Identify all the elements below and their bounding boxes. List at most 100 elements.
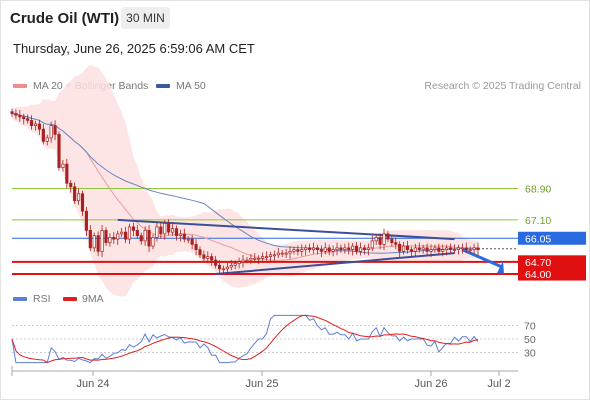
candle-body bbox=[61, 163, 65, 168]
candle-body bbox=[261, 256, 265, 259]
candle-body bbox=[276, 252, 280, 256]
forecast-arrow-head bbox=[497, 260, 504, 275]
candle-body bbox=[104, 230, 108, 243]
candle-body bbox=[378, 237, 382, 245]
candle-body bbox=[358, 247, 363, 252]
candle-body bbox=[268, 254, 273, 257]
level-label-66.05: 66.05 bbox=[525, 233, 551, 245]
candle-body bbox=[319, 249, 323, 252]
candle-body bbox=[127, 226, 132, 240]
x-tick-label: Jul 2 bbox=[487, 378, 510, 390]
candle-body bbox=[315, 247, 320, 250]
candle-body bbox=[374, 237, 378, 242]
candle-body bbox=[233, 263, 237, 266]
candle-body bbox=[14, 113, 18, 116]
candle-body bbox=[308, 247, 312, 250]
candle-body bbox=[409, 249, 413, 252]
candle-body bbox=[131, 226, 135, 231]
candle-body bbox=[304, 247, 308, 250]
candle-body bbox=[155, 226, 159, 238]
candle-body bbox=[217, 264, 222, 270]
candle-body bbox=[347, 247, 351, 250]
candle-body bbox=[245, 259, 249, 262]
candle-body bbox=[445, 247, 449, 250]
candle-body bbox=[53, 125, 57, 135]
candle-body bbox=[417, 247, 421, 250]
rsi-tick-30: 30 bbox=[524, 348, 536, 360]
candle-body bbox=[386, 233, 390, 240]
level-label-67.10: 67.10 bbox=[525, 215, 551, 227]
candle-body bbox=[229, 264, 233, 268]
candle-body bbox=[10, 111, 14, 114]
candle-body bbox=[468, 249, 472, 251]
candle-body bbox=[170, 228, 175, 233]
candle-body bbox=[472, 247, 476, 250]
candle-body bbox=[425, 247, 429, 252]
candle-body bbox=[120, 231, 124, 235]
candle-body bbox=[331, 249, 335, 252]
candle-body bbox=[112, 237, 116, 240]
candle-body bbox=[257, 257, 261, 260]
candle-body bbox=[456, 247, 460, 250]
instrument-title: Crude Oil (WTI) bbox=[10, 10, 120, 27]
candle-body bbox=[206, 256, 210, 259]
candle-body bbox=[351, 245, 355, 250]
candle-body bbox=[311, 247, 316, 250]
candle-body bbox=[437, 247, 441, 252]
x-tick-label: Jun 25 bbox=[245, 378, 278, 390]
ma50-line bbox=[11, 113, 478, 254]
level-label-68.90: 68.90 bbox=[525, 184, 551, 196]
candle-body bbox=[464, 247, 468, 250]
candle-body bbox=[296, 249, 300, 252]
candle-body bbox=[370, 240, 374, 249]
candle-body bbox=[73, 186, 77, 202]
candle-body bbox=[159, 226, 163, 235]
x-tick-label: Jun 26 bbox=[414, 378, 447, 390]
candle-body bbox=[335, 247, 339, 250]
candle-body bbox=[343, 247, 347, 250]
level-label-64.00: 64.00 bbox=[525, 269, 551, 281]
candle-body bbox=[210, 256, 214, 261]
candle-body bbox=[30, 120, 34, 127]
candle-body bbox=[186, 238, 190, 241]
level-label-64.70: 64.70 bbox=[525, 257, 551, 269]
rsi-ma-line bbox=[11, 314, 479, 364]
candles bbox=[10, 108, 480, 275]
candle-body bbox=[288, 250, 292, 254]
candle-body bbox=[96, 235, 100, 252]
ma50-legend-label: MA 50 bbox=[176, 80, 206, 92]
candle-body bbox=[147, 230, 151, 247]
candle-body bbox=[202, 254, 206, 259]
candle-body bbox=[476, 247, 480, 250]
candle-body bbox=[41, 128, 45, 142]
candle-body bbox=[221, 268, 226, 271]
ma50-legend-swatch bbox=[156, 84, 170, 88]
candle-body bbox=[163, 223, 167, 235]
candle-body bbox=[429, 249, 433, 252]
candle-body bbox=[253, 257, 257, 260]
candle-body bbox=[190, 238, 194, 245]
candle-body bbox=[80, 193, 85, 212]
candle-body bbox=[237, 261, 241, 264]
candle-body bbox=[22, 116, 26, 120]
candle-body bbox=[57, 134, 61, 168]
level-tag-66.05 bbox=[518, 231, 586, 245]
candle-body bbox=[452, 249, 457, 251]
candle-body bbox=[123, 231, 128, 240]
trend-channel bbox=[117, 218, 504, 276]
timeframe-button[interactable]: 30 MIN bbox=[121, 7, 170, 29]
candle-body bbox=[194, 244, 198, 250]
chart-datetime: Thursday, June 26, 2025 6:59:06 AM CET bbox=[13, 41, 255, 56]
candle-body bbox=[33, 123, 38, 127]
candle-body bbox=[182, 233, 186, 240]
candle-body bbox=[362, 247, 367, 250]
candle-body bbox=[366, 247, 370, 250]
candle-body bbox=[272, 254, 276, 257]
candle-body bbox=[249, 257, 253, 261]
rsi-line bbox=[11, 314, 479, 364]
candle-body bbox=[151, 237, 155, 247]
candle-body bbox=[116, 233, 120, 240]
candle-body bbox=[390, 238, 394, 243]
